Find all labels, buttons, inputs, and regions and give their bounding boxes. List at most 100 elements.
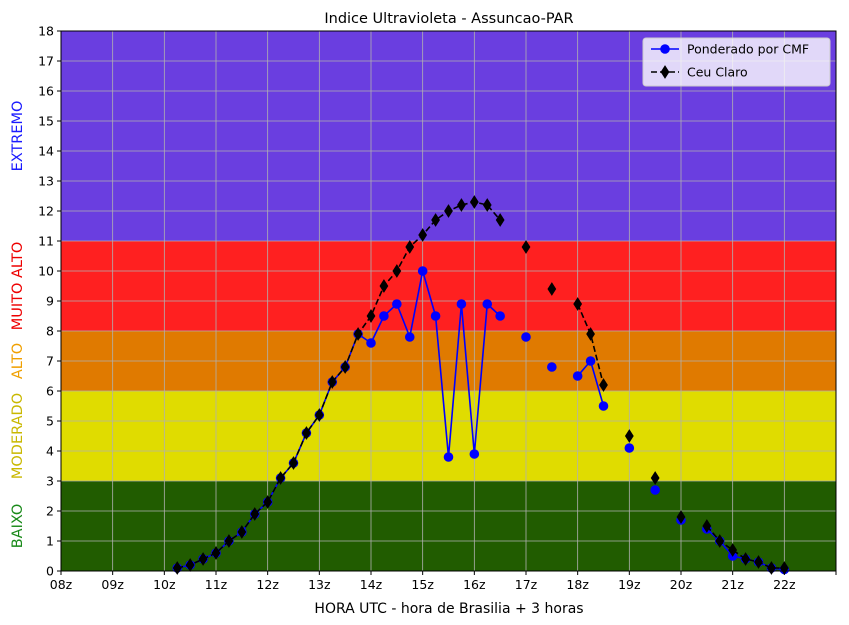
x-tick-label-5: 13z [308, 577, 331, 592]
series-1-point-12 [327, 375, 337, 389]
x-tick-label-10: 18z [566, 577, 589, 592]
band-label-2: ALTO [10, 343, 26, 379]
series-1-point-29 [547, 282, 557, 296]
series-0-point-37 [650, 485, 660, 495]
x-tick-label-14: 22z [773, 577, 796, 592]
series-1-point-33 [599, 378, 608, 392]
band-3 [61, 241, 836, 331]
series-1-point-45 [754, 555, 763, 569]
band-label-4: EXTREMO [10, 101, 26, 172]
y-tick-label-12: 12 [38, 204, 54, 219]
series-1-point-22 [457, 198, 466, 212]
x-tick-label-9: 17z [515, 577, 538, 592]
chart-title: Indice Ultravioleta - Assuncao-PAR [324, 11, 573, 27]
series-1-point-11 [314, 408, 324, 422]
series-1-point-17 [392, 264, 402, 278]
y-tick-label-0: 0 [46, 564, 54, 579]
legend-marker-1 [660, 65, 670, 79]
band-label-1: MODERADO [10, 393, 26, 479]
y-tick-label-7: 7 [46, 354, 54, 369]
y-tick-label-18: 18 [38, 24, 54, 39]
series-1-point-35 [624, 429, 634, 443]
legend-marker-0 [660, 44, 670, 54]
series-1-point-4 [224, 534, 234, 548]
x-tick-label-13: 21z [721, 577, 744, 592]
series-0-point-29 [547, 362, 557, 372]
y-tick-label-4: 4 [46, 444, 54, 459]
series-0-point-32 [585, 356, 596, 366]
series-1-point-10 [302, 426, 311, 440]
series-1-point-19 [418, 228, 428, 242]
series-0-point-19 [417, 266, 428, 276]
y-tick-label-2: 2 [46, 504, 54, 519]
band-label-0: BAIXO [10, 504, 26, 549]
series-1-point-5 [237, 525, 247, 539]
series-1-point-9 [289, 456, 298, 470]
x-tick-label-4: 12z [256, 577, 279, 592]
series-1-point-2 [198, 552, 208, 566]
series-1-point-13 [340, 360, 350, 374]
series-1-point-7 [263, 495, 273, 509]
series-1-point-15 [366, 309, 376, 323]
series-0-point-16 [379, 311, 389, 321]
series-0-point-17 [392, 299, 402, 309]
series-1-point-14 [353, 327, 363, 341]
y-tick-label-16: 16 [38, 84, 54, 99]
y-tick-label-17: 17 [38, 54, 54, 69]
y-tick-label-3: 3 [46, 474, 54, 489]
y-tick-label-5: 5 [46, 414, 54, 429]
series-0-point-25 [495, 311, 505, 321]
y-tick-label-11: 11 [38, 234, 54, 249]
band-1 [61, 391, 836, 481]
x-tick-label-11: 19z [618, 577, 641, 592]
series-1-point-31 [573, 297, 583, 311]
x-tick-label-2: 10z [153, 577, 176, 592]
y-tick-label-6: 6 [46, 384, 54, 399]
x-tick-label-8: 16z [463, 577, 486, 592]
series-0-point-35 [624, 443, 635, 453]
series-1-point-3 [211, 546, 221, 560]
band-0 [61, 481, 836, 571]
series-0-point-20 [430, 311, 441, 321]
x-tick-label-12: 20z [670, 577, 693, 592]
series-1-point-41 [702, 519, 712, 533]
series-1-point-27 [521, 240, 531, 254]
band-labels: BAIXO MODERADO ALTO MUITO ALTO EXTREMO [10, 101, 26, 549]
legend: Ponderado por CMF Ceu Claro [642, 37, 831, 87]
series-0-point-31 [572, 371, 583, 381]
series-1-point-18 [405, 240, 415, 254]
series-1-point-8 [276, 471, 285, 485]
legend-label-1: Ceu Claro [687, 65, 748, 80]
y-tick-label-9: 9 [46, 294, 54, 309]
series-1-point-42 [715, 534, 725, 548]
y-tick-label-15: 15 [38, 114, 54, 129]
series-1-point-32 [586, 327, 595, 341]
series-1-point-24 [482, 198, 492, 212]
x-tick-label-7: 15z [411, 577, 434, 592]
series-1-point-25 [495, 213, 505, 227]
series-layer [172, 195, 790, 575]
y-tick-label-14: 14 [38, 144, 54, 159]
series-1-point-44 [741, 552, 750, 566]
series-0-point-27 [521, 332, 531, 342]
y-tick-label-1: 1 [46, 534, 54, 549]
series-1-point-37 [650, 471, 660, 485]
series-1 [172, 195, 789, 575]
band-label-3: MUITO ALTO [10, 242, 26, 331]
x-tick-label-3: 11z [205, 577, 228, 592]
series-1-point-21 [444, 204, 453, 218]
y-tick-label-10: 10 [38, 264, 54, 279]
series-1-point-6 [250, 507, 260, 521]
series-1-point-20 [431, 213, 440, 227]
grid-layer [60, 30, 837, 572]
x-tick-label-1: 09z [101, 577, 124, 592]
series-0-point-33 [598, 401, 609, 411]
series-1-point-43 [728, 543, 738, 557]
series-1-point-39 [676, 510, 686, 524]
series-0-point-24 [482, 299, 493, 309]
series-1-point-16 [379, 279, 389, 293]
y-tick-label-8: 8 [46, 324, 54, 339]
x-tick-label-0: 08z [50, 577, 73, 592]
